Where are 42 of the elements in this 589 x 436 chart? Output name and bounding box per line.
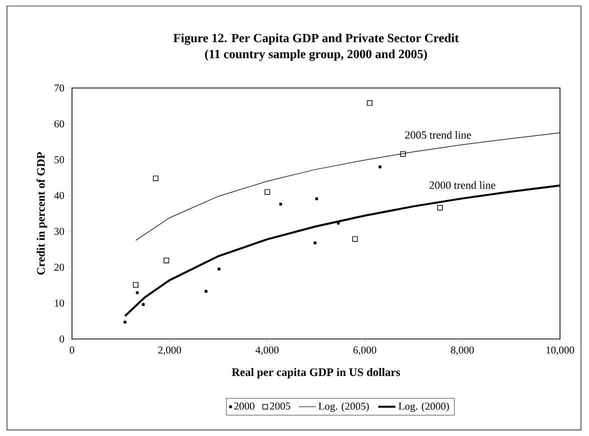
legend-label: Log. (2005) (318, 402, 369, 412)
x-tick-label: 2,000 (158, 346, 182, 356)
point (314, 241, 316, 244)
x-tick-label: 0 (70, 346, 74, 354)
legend-label: 2005 (270, 402, 290, 410)
point (142, 303, 145, 306)
point (336, 222, 340, 225)
point (378, 165, 382, 168)
y-tick-label: 40 (54, 192, 64, 200)
y-tick-label: 50 (54, 156, 64, 164)
point (352, 236, 358, 242)
y-tick-label: 10 (54, 300, 64, 307)
x-tick-label: 4,000 (256, 346, 279, 356)
point (152, 176, 158, 182)
chart-title: Figure 12. Per Capita GDP and Private Sector Credit (173, 33, 459, 45)
y-tick-label: 30 (54, 228, 64, 235)
point (218, 268, 220, 270)
annotation: 2005 trend line (405, 130, 471, 139)
point (164, 258, 170, 264)
point (132, 282, 138, 288)
point (366, 100, 372, 106)
y-tick-label: 70 (54, 84, 64, 92)
point (264, 189, 270, 195)
y-axis-title: Credit in percent of GDP (36, 152, 48, 275)
point (437, 205, 443, 211)
y-tick-label: 60 (54, 120, 64, 128)
point (204, 290, 208, 293)
x-tick-label: 8,000 (450, 346, 474, 356)
annotation: 2000 trend line (430, 181, 496, 189)
chart-subtitle: (11 country sample group, 2000 and 2005) (205, 49, 427, 61)
legend-label: Log. (2000) (398, 402, 449, 412)
y-tick-label: 20 (54, 264, 64, 271)
y-tick-label: 0 (60, 335, 64, 343)
legend-label: 2000 (234, 402, 254, 410)
x-tick-label: 6,000 (353, 346, 376, 356)
x-axis-title: Real per capita GDP in US dollars (232, 368, 400, 378)
x-tick-label: 10,000 (546, 346, 574, 356)
point (124, 320, 126, 324)
point (279, 202, 282, 206)
point (136, 291, 139, 294)
point (400, 151, 406, 157)
point (315, 197, 318, 200)
